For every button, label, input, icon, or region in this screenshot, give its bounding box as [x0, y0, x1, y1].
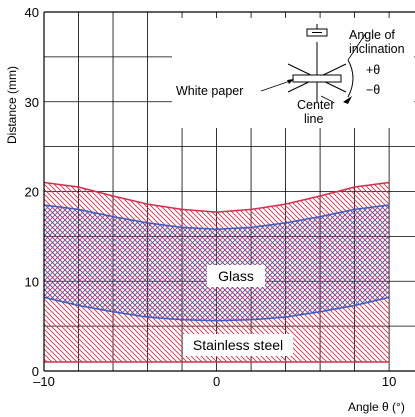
stainless-steel-upper-line — [44, 181, 390, 213]
white-paper-icon — [292, 74, 342, 83]
glass-lower-line — [44, 296, 390, 322]
inclination-text: inclination — [349, 42, 405, 56]
angle-of-text: Angle of — [349, 28, 395, 42]
inclination-inset: Angle of inclination +θ −θ White paper C… — [172, 18, 414, 128]
glass-label: Glass — [218, 268, 254, 284]
glass-label-box: Glass — [207, 265, 265, 287]
inset-background — [172, 18, 414, 128]
x-tick-label: 10 — [382, 374, 396, 389]
line-text: line — [304, 112, 324, 126]
glass-band — [44, 205, 390, 321]
plot-frame — [43, 11, 415, 372]
minus-theta-text: −θ — [366, 83, 380, 97]
y-tick-label: 10 — [25, 274, 39, 289]
inclination-arc — [347, 59, 354, 98]
bands — [44, 181, 390, 363]
y-axis-label: Distance (mm) — [5, 66, 19, 144]
y-tick-label: 40 — [25, 5, 39, 20]
y-tick-label: 20 — [25, 185, 39, 200]
stainless-label-box: Stainless steel — [183, 334, 293, 356]
plus-theta-text: +θ — [366, 63, 380, 77]
x-axis-label: Angle θ (°) — [348, 400, 405, 414]
x-tick-label: –10 — [33, 374, 55, 389]
x-tick-label: 0 — [213, 374, 220, 389]
y-tick-label: 30 — [25, 95, 39, 110]
y-tick-label: 0 — [32, 364, 39, 379]
stainless-label: Stainless steel — [193, 337, 283, 353]
white-paper-text: White paper — [176, 84, 243, 98]
glass-upper-line — [44, 204, 390, 230]
center-text: Center — [297, 98, 335, 112]
